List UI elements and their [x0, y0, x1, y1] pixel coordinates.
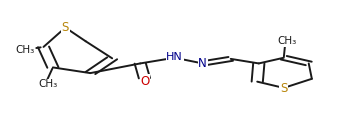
Text: S: S [280, 82, 288, 95]
Text: CH₃: CH₃ [38, 79, 58, 89]
Text: O: O [140, 75, 149, 88]
Text: S: S [62, 21, 69, 34]
Text: HN: HN [166, 52, 183, 62]
Text: N: N [198, 57, 207, 70]
Text: CH₃: CH₃ [277, 36, 297, 46]
Text: CH₃: CH₃ [15, 45, 34, 55]
